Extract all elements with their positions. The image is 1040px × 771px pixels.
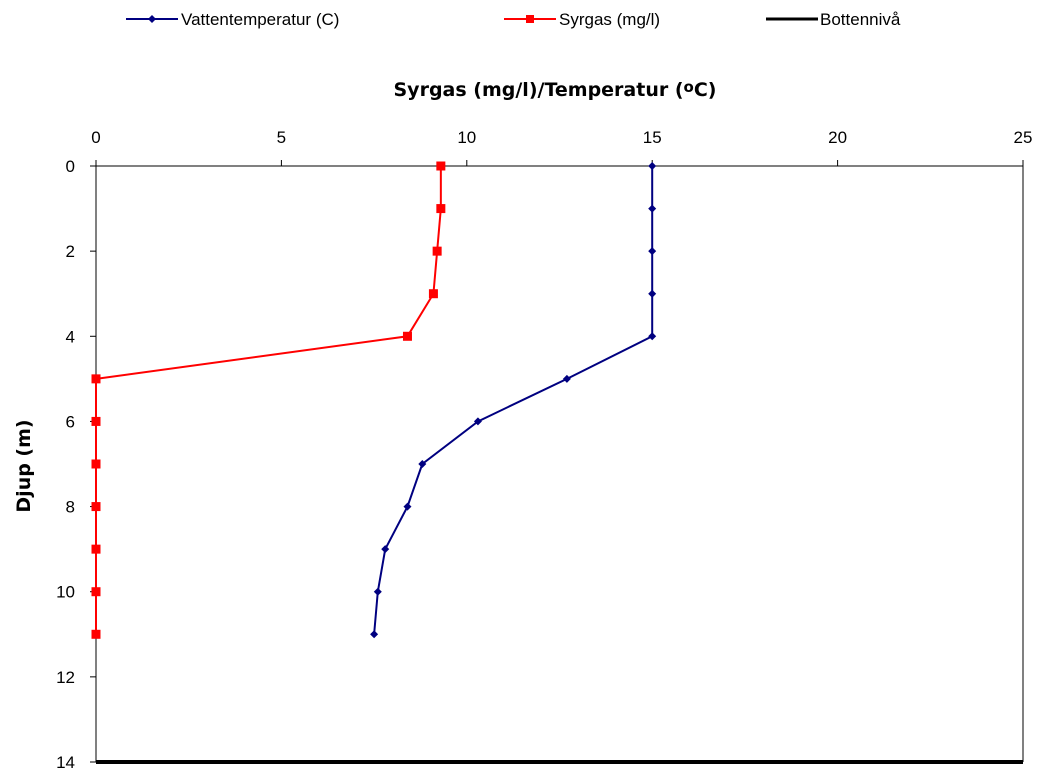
oxygen-point <box>428 289 438 299</box>
oxygen-point <box>436 161 446 171</box>
series-line-0 <box>373 166 654 635</box>
x-ticks: 0 5 10 15 20 25 <box>91 128 1032 166</box>
x-tick-label: 25 <box>1014 128 1033 147</box>
y-tick-label: 14 <box>56 753 75 771</box>
temperature-point <box>373 587 382 596</box>
temperature-point <box>473 417 482 426</box>
legend-label-oxygen: Syrgas (mg/l) <box>559 10 660 29</box>
series-line-1 <box>95 166 442 635</box>
x-tick-label: 10 <box>457 128 476 147</box>
temperature-point <box>562 374 571 383</box>
series-layer <box>91 161 1023 764</box>
x-tick-label: 5 <box>277 128 286 147</box>
y-tick-label: 0 <box>66 157 75 176</box>
temperature-point <box>648 162 657 170</box>
y-tick-label: 4 <box>66 327 75 346</box>
legend-item-oxygen: Syrgas (mg/l) <box>504 10 660 29</box>
legend-item-temperature: Vattentemperatur (C) <box>126 10 339 29</box>
oxygen-point <box>402 331 412 341</box>
temperature-point <box>648 289 657 298</box>
oxygen-point <box>436 204 446 214</box>
y-tick-label: 10 <box>56 583 75 602</box>
oxygen-point <box>91 629 101 639</box>
oxygen-point <box>432 246 442 256</box>
x-axis-title: Syrgas (mg/l)/Temperatur (oC) <box>394 78 717 101</box>
oxygen-point <box>91 374 101 384</box>
legend: Vattentemperatur (C) Syrgas (mg/l) Botte… <box>126 10 901 29</box>
temperature-point <box>403 502 412 511</box>
temperature-point <box>648 247 657 256</box>
y-tick-label: 12 <box>56 668 75 687</box>
temperature-point <box>381 545 390 554</box>
legend-item-bottom-level: Bottennivå <box>766 10 901 29</box>
temperature-point <box>648 332 657 341</box>
temperature-point <box>418 460 427 468</box>
legend-label-temperature: Vattentemperatur (C) <box>181 10 339 29</box>
oxygen-point <box>91 459 101 469</box>
y-tick-label: 2 <box>66 242 75 261</box>
oxygen-point <box>91 416 101 426</box>
temperature-point <box>370 630 379 639</box>
oxygen-point <box>91 502 101 512</box>
x-tick-label: 0 <box>91 128 100 147</box>
x-tick-label: 20 <box>828 128 847 147</box>
y-axis-title: Djup (m) <box>13 419 35 512</box>
x-tick-label: 15 <box>643 128 662 147</box>
y-tick-label: 8 <box>66 498 75 517</box>
y-tick-label: 6 <box>66 412 75 431</box>
temperature-point <box>648 204 657 213</box>
y-ticks: 0 2 4 6 8 10 12 14 <box>56 157 96 771</box>
oxygen-point <box>91 544 101 554</box>
legend-label-bottom-level: Bottennivå <box>820 10 901 29</box>
oxygen-point <box>91 587 101 597</box>
plot-area <box>95 165 1024 762</box>
